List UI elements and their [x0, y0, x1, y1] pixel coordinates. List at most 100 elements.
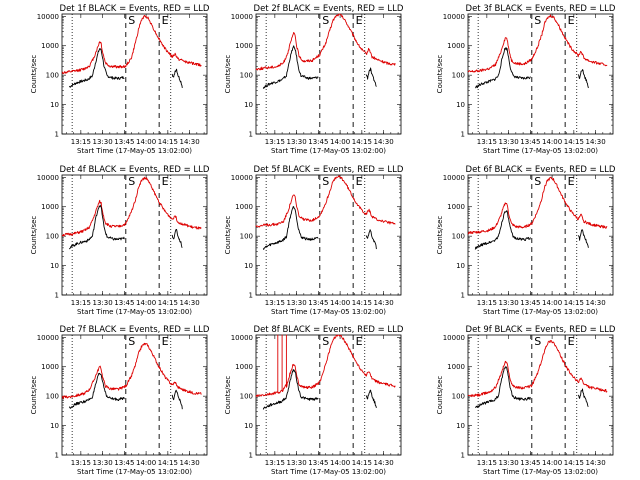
y-tick-label: 10000: [37, 334, 59, 342]
y-tick-label: 100: [46, 393, 59, 401]
y-tick-label: 100: [240, 233, 253, 241]
x-tick-label: 14:30: [180, 459, 200, 467]
marker-label: E: [568, 14, 575, 27]
x-tick-label: 13:30: [93, 459, 113, 467]
plot-frame: [255, 334, 402, 456]
y-axis-label: Counts/sec: [30, 55, 38, 94]
chart-title: Det 2f BLACK = Events, RED = LLD: [254, 4, 404, 14]
chart-title: Det 5f BLACK = Events, RED = LLD: [254, 165, 404, 175]
x-tick-label: 14:00: [136, 459, 156, 467]
x-tick-label: 14:30: [374, 138, 394, 146]
plot-frame: [467, 334, 614, 456]
x-tick-label: 14:15: [564, 459, 584, 467]
y-tick-label: 1: [55, 452, 59, 460]
x-axis-label: Start Time (17-May-05 13:02:00): [271, 308, 386, 316]
y-axis-label: Counts/sec: [30, 216, 38, 255]
y-tick-label: 1000: [447, 42, 465, 50]
y-tick-label: 1000: [235, 42, 253, 50]
marker-label: S: [128, 14, 135, 27]
x-tick-label: 14:00: [542, 459, 562, 467]
x-tick-label: 13:45: [114, 299, 134, 307]
y-tick-label: 1: [249, 131, 253, 139]
x-tick-label: 13:15: [477, 138, 497, 146]
x-axis-label: Start Time (17-May-05 13:02:00): [271, 147, 386, 155]
y-tick-label: 10: [50, 101, 59, 109]
x-tick-label: 13:45: [308, 459, 328, 467]
y-tick-label: 10000: [37, 174, 59, 182]
marker-label: E: [162, 175, 169, 188]
y-tick-label: 1000: [235, 203, 253, 211]
x-tick-label: 13:30: [499, 459, 519, 467]
chart-title: Det 1f BLACK = Events, RED = LLD: [60, 4, 210, 14]
x-tick-label: 13:45: [114, 138, 134, 146]
x-tick-label: 14:00: [330, 299, 350, 307]
x-tick-label: 14:15: [564, 299, 584, 307]
lld-series-line: [61, 14, 202, 75]
y-tick-label: 100: [452, 72, 465, 80]
plot-frame: [61, 334, 208, 456]
marker-label: E: [356, 175, 363, 188]
y-tick-label: 100: [452, 233, 465, 241]
y-tick-label: 1000: [447, 203, 465, 211]
y-tick-label: 1: [249, 452, 253, 460]
events-series-line: [475, 366, 589, 409]
marker-label: S: [534, 175, 541, 188]
x-tick-label: 13:30: [287, 459, 307, 467]
lld-series-line: [467, 339, 608, 398]
x-tick-label: 13:30: [287, 138, 307, 146]
x-axis-label: Start Time (17-May-05 13:02:00): [483, 147, 598, 155]
x-tick-label: 13:45: [114, 459, 134, 467]
y-axis-label: Counts/sec: [224, 376, 232, 415]
x-tick-label: 14:00: [542, 299, 562, 307]
y-tick-label: 1000: [447, 363, 465, 371]
x-tick-label: 13:30: [499, 138, 519, 146]
y-axis-label: Counts/sec: [436, 55, 444, 94]
events-series-line: [68, 48, 183, 88]
x-tick-label: 14:30: [374, 299, 394, 307]
x-tick-label: 13:30: [93, 138, 113, 146]
marker-label: E: [162, 335, 169, 348]
y-tick-label: 10000: [443, 174, 465, 182]
lld-series-line: [255, 13, 396, 71]
marker-label: S: [534, 14, 541, 27]
chart-title: Det 4f BLACK = Events, RED = LLD: [60, 165, 210, 175]
x-tick-label: 13:45: [520, 299, 540, 307]
x-tick-label: 14:30: [374, 459, 394, 467]
y-tick-label: 10: [50, 262, 59, 270]
y-tick-label: 10: [244, 422, 253, 430]
chart-title: Det 7f BLACK = Events, RED = LLD: [60, 325, 210, 335]
x-axis-label: Start Time (17-May-05 13:02:00): [483, 468, 598, 476]
x-tick-label: 13:15: [265, 459, 285, 467]
chart-title: Det 3f BLACK = Events, RED = LLD: [466, 4, 616, 14]
marker-label: S: [534, 335, 541, 348]
events-series-line: [474, 210, 589, 250]
y-tick-label: 100: [46, 233, 59, 241]
x-tick-label: 14:15: [564, 138, 584, 146]
y-tick-label: 10: [244, 101, 253, 109]
chart-title: Det 8f BLACK = Events, RED = LLD: [254, 325, 404, 335]
x-tick-label: 14:00: [330, 138, 350, 146]
x-tick-label: 13:30: [93, 299, 113, 307]
marker-label: S: [322, 335, 329, 348]
y-tick-label: 10000: [443, 334, 465, 342]
y-tick-label: 10000: [231, 13, 253, 21]
y-axis-label: Counts/sec: [436, 376, 444, 415]
y-axis-label: Counts/sec: [224, 216, 232, 255]
events-series-line: [68, 204, 183, 250]
events-series-line: [68, 372, 183, 410]
chart-title: Det 6f BLACK = Events, RED = LLD: [466, 165, 616, 175]
lld-series-line: [61, 176, 202, 237]
x-tick-label: 14:00: [136, 299, 156, 307]
x-tick-label: 14:00: [330, 459, 350, 467]
marker-label: E: [568, 175, 575, 188]
marker-label: E: [162, 14, 169, 27]
